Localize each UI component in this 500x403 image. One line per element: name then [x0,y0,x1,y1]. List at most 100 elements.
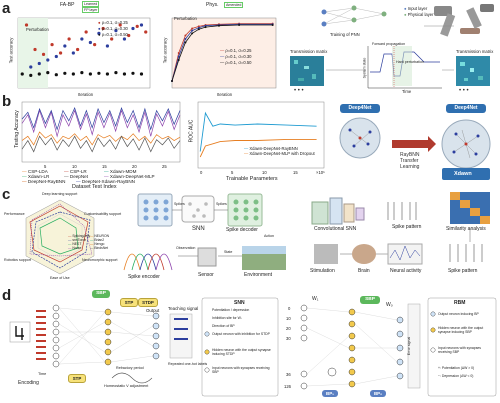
a2-point-1 [204,24,207,27]
a1-point-0 [135,24,139,28]
b1-legend-5: — Xdawn-DeepNet-MLP [104,174,155,179]
b1-legend-6: — DeepNet-RayBNN [22,179,66,184]
a1-point-0 [127,33,131,38]
transmission-matrix-right [456,56,490,86]
b1-line-1 [21,109,181,138]
d-homeostatic-label: Homeostatic V adjustment [104,384,149,388]
panel-label-b: b [2,93,12,110]
a1-point-1 [54,54,58,59]
radar-label-5: Ease of Use [50,276,70,280]
a1-point-2 [131,71,135,75]
network-icon [321,5,387,27]
radar-chart [25,199,95,275]
b1-line-2 [21,106,181,131]
a1-point-0 [118,23,122,27]
transmission-matrix-left [290,56,324,86]
c-spikes-label-2: Spikes [216,202,227,206]
c-neural-activity-label: Neural activity [390,268,422,274]
panel-c-radar: Deep learning support Performance Custom… [4,192,121,282]
d-rbm-graphics [300,297,497,397]
a2-top-tag: Amended [224,2,244,8]
svg-text:• • •: • • • [459,88,469,94]
d-number: 20 [286,326,291,331]
panel-c-snn-loop: Spikes Spikes SNN Spike decoder Spike en… [118,190,298,286]
c-similarity-label: Similarity analysis [446,226,486,232]
b1-xtick: 15 [102,164,107,169]
radar-label-4: Neuromorphic support [82,258,118,262]
system-state-plot [367,46,442,89]
a1-point-1 [139,23,144,27]
c-spike-pattern-label: Spike pattern [392,224,422,230]
d-stp-badge-1: STP [68,374,86,383]
c-snn-label: SNN [192,226,205,232]
b1-xlabel: Dataset Test Index [72,184,117,190]
d-w2-label: Wₒ [386,302,393,308]
d-output-label: Output [146,308,160,313]
b1-xtick: 25 [162,164,167,169]
a1-point-1 [29,65,33,69]
d-number: 0 [288,306,291,311]
a1-point-1 [114,29,118,33]
a2-point-1 [197,26,200,29]
a-training-label: Training of PNN [330,32,360,37]
b-learning-label: Learning [400,164,420,170]
d-snn-legend-3: Output neuron with inhibition for STDP [212,332,270,336]
a1-point-2 [29,73,33,77]
radar-legend-0: — SpikingJelly [68,234,91,238]
d-rbm-legend-title: RBM [454,300,466,306]
b2-xtick: 5 [231,170,234,175]
a1-point-0 [110,37,114,41]
c-environment-label: Environment [244,272,273,278]
a1-top-label: FA-BP [60,2,75,8]
a2-point-2 [217,24,220,27]
panel-a-diagram: • • • • • • ● Input layer ● Physical lay… [284,2,498,94]
b-transfer-label: Transfer [400,158,419,164]
a1-point-1 [88,40,92,45]
robot-arm-icon [434,4,494,37]
a1-point-1 [37,61,41,66]
snn-loop-graphics [123,193,286,271]
b2-xtick: 15 [293,170,298,175]
b1-line-0 [21,131,181,146]
d-snn-graphics [9,297,279,397]
radar-label-2: Customisability support [84,212,122,216]
d-rbm-legend-0: Output neuron inducing BP [438,312,479,316]
a1-point-1 [63,44,67,48]
d-snn-legend-title: SNN [234,300,245,306]
a2-point-2 [184,41,187,44]
radar-legend-4: — NEURON [90,234,110,238]
a1-point-2 [114,71,118,75]
radar-legend-3: — Norse [68,246,82,250]
c-spike-pattern2-label: Spike pattern [448,268,478,274]
b1-legend-3: — Xdawn-LR [22,174,50,179]
d-stp-badge-2: STP [120,298,138,307]
a1-point-0 [58,51,63,55]
a-tm-right-label: Transmission matrix [456,49,494,54]
neural-graphics [311,192,490,265]
a2-top-label: Phys. [206,2,219,8]
a1-top-tag2: FP layer [82,7,100,13]
b1-xtick: 10 [72,164,77,169]
radar-label-0: Deep learning support [42,192,78,196]
a2-legend-2: — ρ=0.1, σ=0.50 [220,60,252,65]
a1-point-0 [33,47,37,52]
d-snn-legend-0: Potentiation / depression [212,308,250,312]
a1-point-1 [131,26,135,31]
a-diagram-graphics: • • • • • • [290,4,494,94]
a2-point-0 [184,34,187,37]
panel-a-chart1: FA-BP Learned FP layer Perturbation Test… [8,1,156,97]
radar-legend-7: — BindsNet [90,246,109,250]
b1-xtick: 20 [132,164,137,169]
b2-legend-1: — Xdawn-DeepNet-MLP with Dropout [244,151,315,156]
a2-legend-0: — ρ=0.1, σ=0.25 [220,48,252,53]
a1-point-2 [37,72,41,76]
d-encoding-label: Encoding [18,380,39,386]
a2-line-plot [171,17,277,89]
a1-scatter-plot [17,17,151,89]
panel-a-chart2: Phys. Amended Perturbation Test accuracy… [162,2,280,97]
a1-legend-1: ● ρ=0.1, σ=0.30 [98,26,128,31]
a1-point-2 [46,71,50,75]
b2-exp: ×10⁵ [316,170,325,175]
a1-point-1 [105,44,110,48]
d-bp2-badge: BP₂ [370,390,386,397]
